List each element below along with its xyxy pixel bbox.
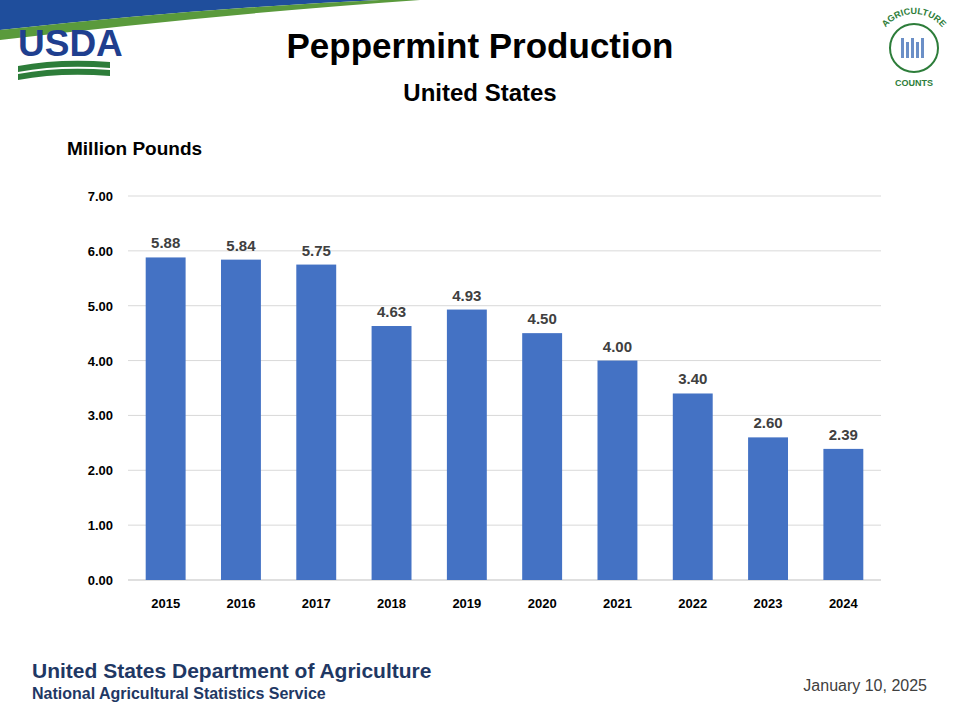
y-tick-label: 4.00	[88, 354, 113, 369]
x-tick-label: 2022	[678, 596, 707, 611]
subtitle: United States	[403, 79, 556, 106]
y-tick-label: 7.00	[88, 189, 113, 204]
logo-bar	[906, 42, 909, 58]
logo-text: AGRICULTURE	[880, 6, 948, 29]
data-labels: 5.88 5.84 5.75 4.63 4.93 4.50 4.00 3.40 2.60 2.39	[151, 234, 858, 442]
data-label: 5.75	[302, 242, 331, 259]
page: USDA AGRICULTURE COUNTS Peppermint Producti…	[0, 0, 960, 720]
logo-bar	[916, 42, 919, 58]
data-label: 4.63	[377, 303, 406, 320]
x-tick-label: 2018	[377, 596, 406, 611]
bar	[296, 265, 336, 580]
y-tick-label: 0.00	[88, 573, 113, 588]
footer-organization: United States Department of Agriculture	[32, 659, 431, 682]
chart: USDA AGRICULTURE COUNTS Peppermint Producti…	[0, 0, 960, 720]
bar	[673, 393, 713, 580]
y-axis: 0.00 1.00 2.00 3.00 4.00 5.00 6.00 7.00	[88, 189, 113, 588]
y-grid	[128, 196, 881, 580]
logo-text: USDA	[18, 23, 123, 64]
bar	[447, 310, 487, 580]
usda-logo: USDA	[18, 23, 123, 80]
y-tick-label: 2.00	[88, 463, 113, 478]
x-tick-label: 2016	[226, 596, 255, 611]
data-label: 4.93	[452, 287, 481, 304]
footer: United States Department of Agriculture N…	[32, 659, 927, 702]
x-axis: 2015 2016 2017 2018 2019 2020 2021 2022 2023 2024	[151, 596, 858, 611]
bar	[748, 437, 788, 580]
data-label: 3.40	[678, 370, 707, 387]
x-tick-label: 2023	[754, 596, 783, 611]
footer-date: January 10, 2025	[803, 677, 927, 694]
x-tick-label: 2020	[528, 596, 557, 611]
y-axis-label: Million Pounds	[67, 138, 202, 159]
bar	[522, 333, 562, 580]
title: Peppermint Production	[287, 26, 674, 65]
data-label: 5.88	[151, 234, 180, 251]
x-tick-label: 2021	[603, 596, 632, 611]
x-tick-label: 2015	[151, 596, 180, 611]
x-tick-label: 2024	[829, 596, 859, 611]
bars	[146, 257, 864, 580]
x-tick-label: 2019	[452, 596, 481, 611]
y-tick-label: 6.00	[88, 244, 113, 259]
logo-text-path: AGRICULTURE	[880, 6, 948, 29]
y-tick-label: 5.00	[88, 299, 113, 314]
bar	[221, 260, 261, 580]
y-tick-label: 1.00	[88, 518, 113, 533]
data-label: 5.84	[226, 237, 256, 254]
footer-agency: National Agricultural Statistics Service	[32, 685, 326, 702]
logo-ring	[890, 24, 938, 72]
bar	[146, 257, 186, 580]
x-tick-label: 2017	[302, 596, 331, 611]
logo-swoosh	[18, 69, 110, 80]
bar	[372, 326, 412, 580]
data-label: 4.00	[603, 338, 632, 355]
logo-bar	[911, 38, 914, 58]
bar	[597, 361, 637, 580]
logo-text: COUNTS	[895, 78, 933, 88]
grid-line	[128, 196, 881, 197]
data-label: 2.60	[753, 414, 782, 431]
y-tick-label: 3.00	[88, 408, 113, 423]
data-label: 2.39	[829, 426, 858, 443]
bar	[823, 449, 863, 580]
data-label: 4.50	[528, 310, 557, 327]
counts-logo: AGRICULTURE COUNTS	[880, 6, 948, 88]
logo-bar	[921, 38, 924, 58]
logo-bar	[901, 38, 904, 58]
